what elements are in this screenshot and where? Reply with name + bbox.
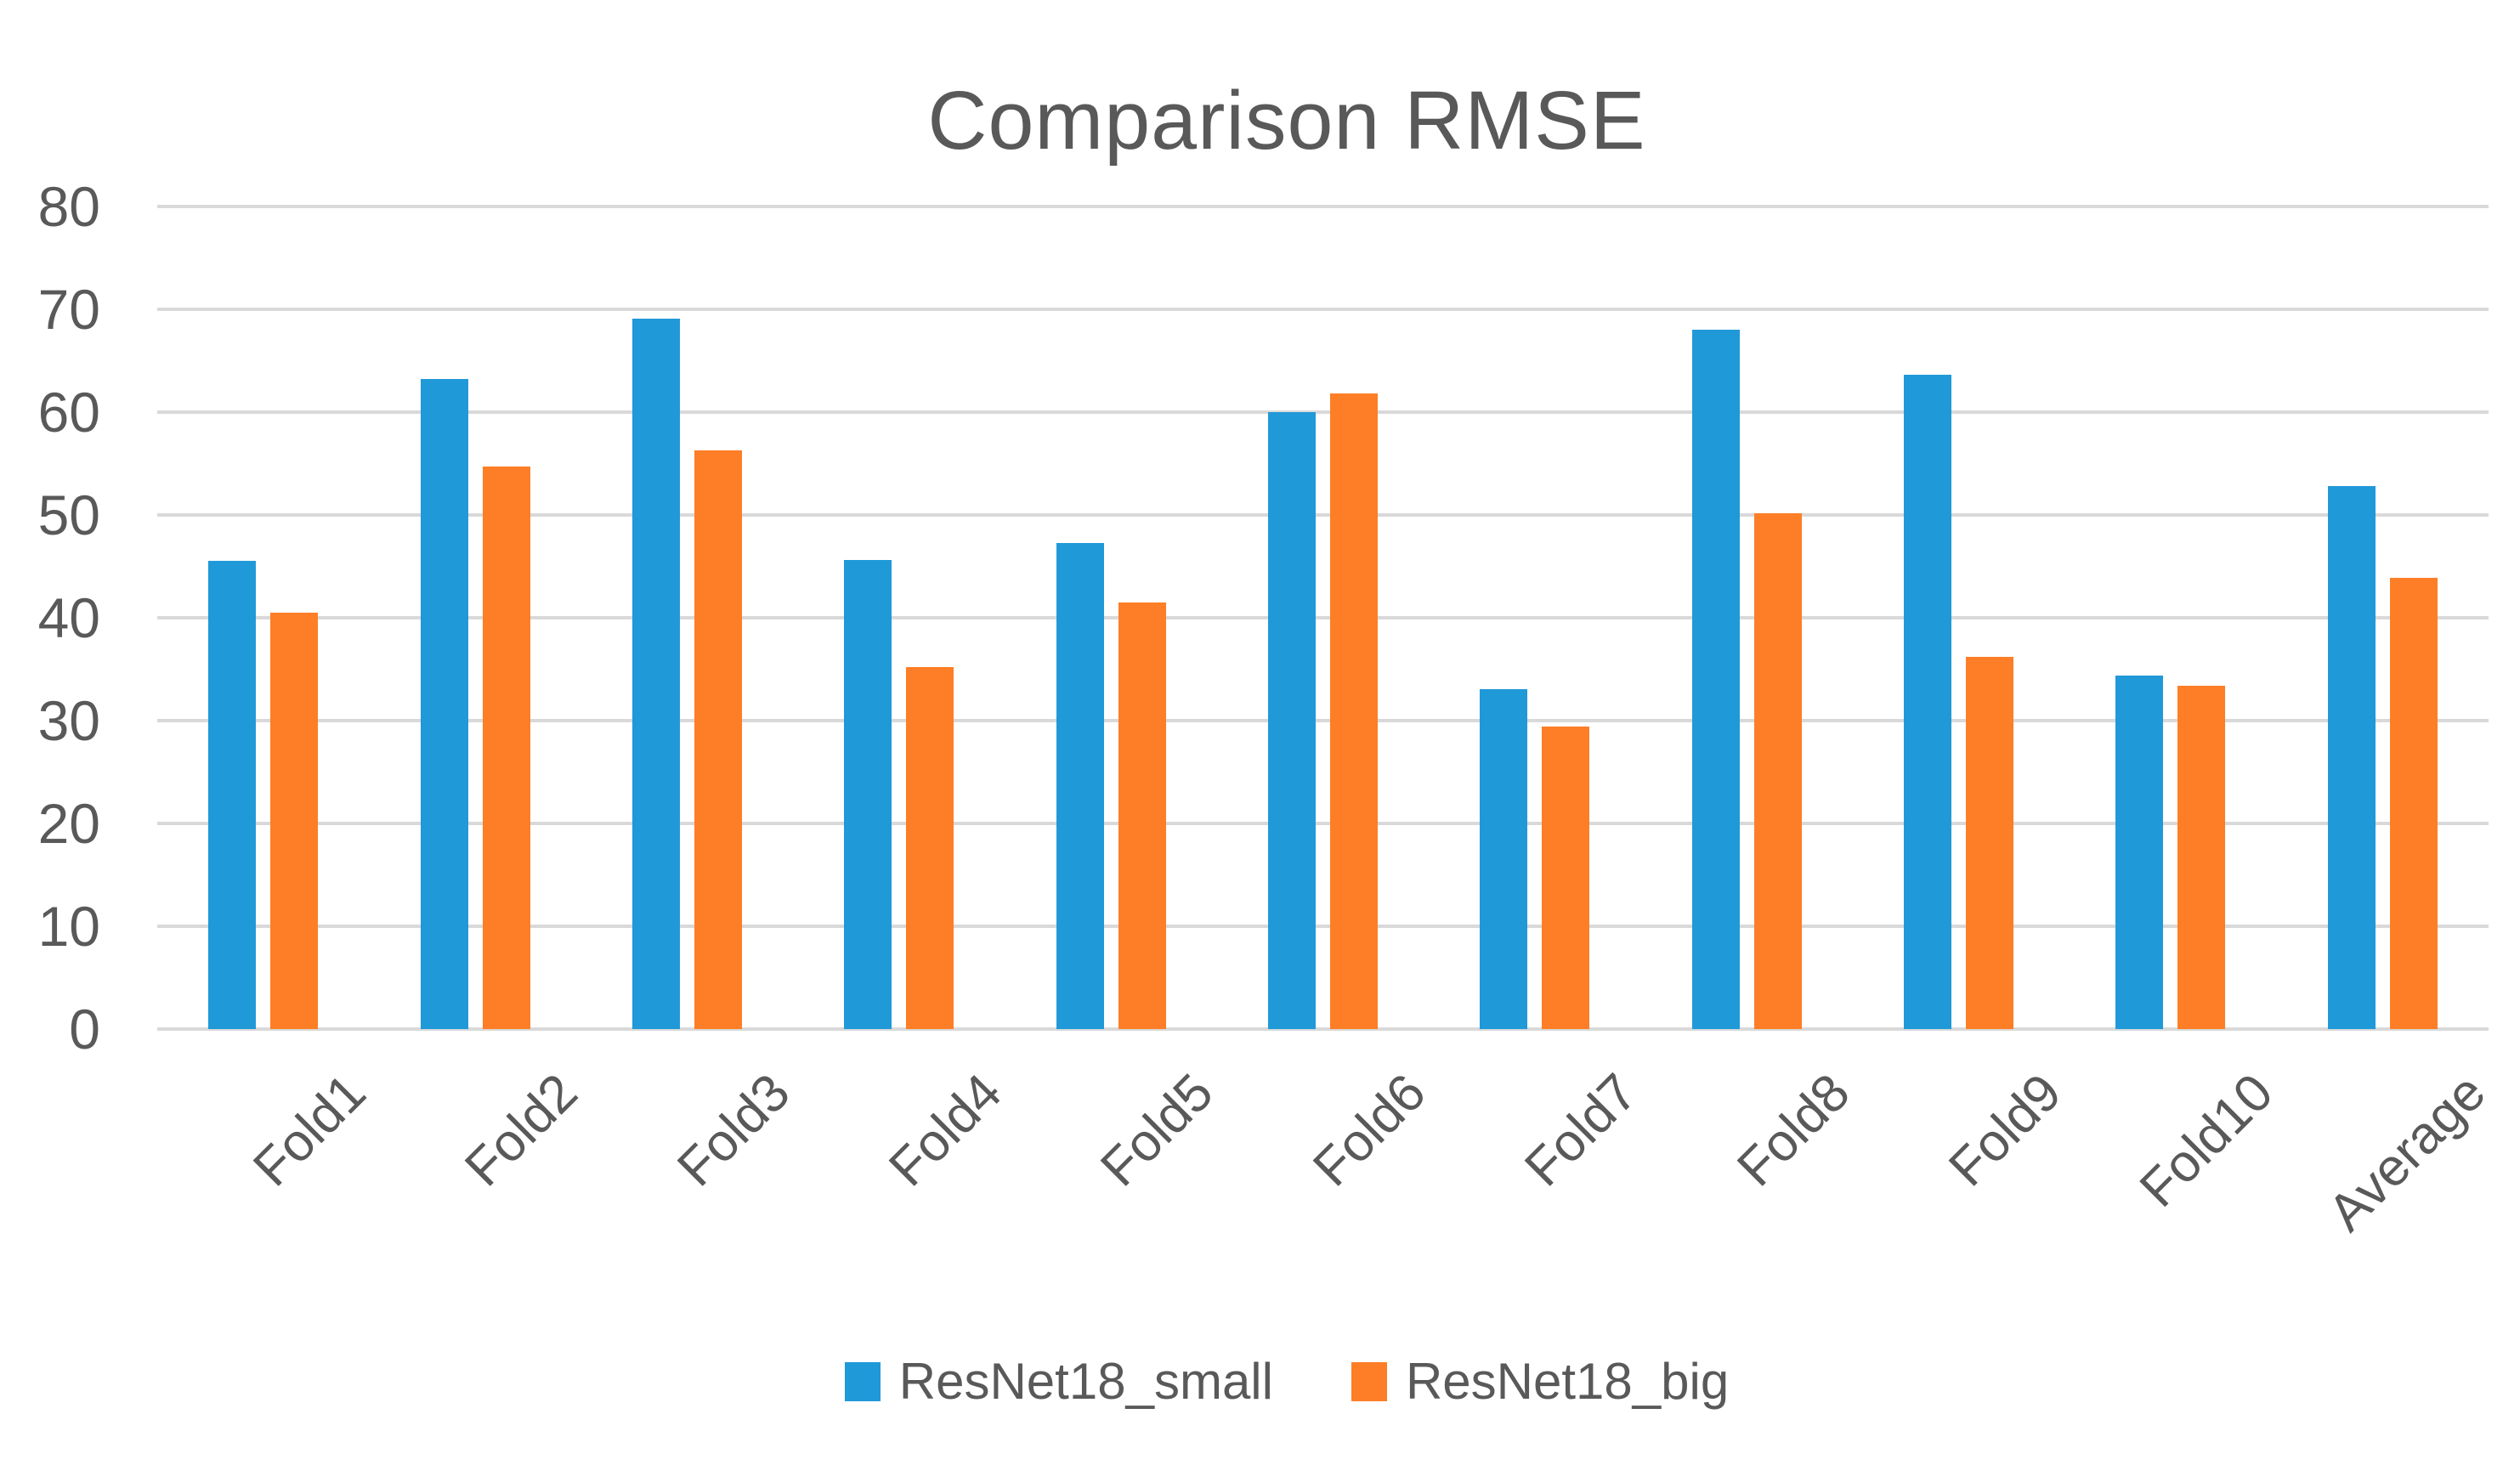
bar-ResNet18_big-Fold2 [482,467,530,1029]
bar-ResNet18_big-Average [2389,577,2438,1029]
bar-ResNet18_small-Fold10 [2115,675,2164,1029]
y-axis-tick-label: 70 [37,278,100,341]
gridline [157,1027,2489,1031]
legend-label: ResNet18_small [898,1353,1273,1410]
gridline [157,205,2489,208]
gridline [157,513,2489,517]
y-axis-tick-label: 60 [37,381,100,444]
chart-title: Comparison RMSE [927,73,1646,167]
y-axis-tick-label: 30 [37,689,100,752]
bar-ResNet18_small-Fold3 [631,318,680,1029]
y-axis-tick-label: 40 [37,586,100,649]
y-axis-tick-label: 80 [37,175,100,238]
bar-ResNet18_small-Fold2 [420,379,468,1029]
legend: ResNet18_small ResNet18_big [85,1355,2489,1409]
bar-ResNet18_small-Fold5 [1056,542,1104,1029]
bar-ResNet18_big-Fold3 [694,450,742,1029]
y-axis-tick-label: 20 [37,792,100,855]
gridline [157,719,2489,722]
gridline [157,410,2489,414]
legend-item-ResNet18_big: ResNet18_big [1351,1355,1729,1409]
bar-ResNet18_small-Fold1 [208,561,257,1029]
bar-ResNet18_big-Fold10 [2177,685,2226,1029]
legend-color-swatch [844,1362,881,1401]
bar-ResNet18_big-Fold8 [1753,512,1802,1029]
bar-ResNet18_big-Fold1 [270,612,319,1029]
legend-label: ResNet18_big [1405,1353,1730,1410]
bar-ResNet18_big-Fold4 [906,667,954,1029]
gridline [157,925,2489,928]
y-axis-tick-label: 0 [69,998,100,1061]
bar-ResNet18_small-Fold6 [1268,412,1316,1029]
legend-item-ResNet18_small: ResNet18_small [844,1353,1273,1410]
bar-ResNet18_small-Fold7 [1480,688,1528,1029]
bar-ResNet18_small-Average [2327,486,2376,1029]
y-axis-tick-label: 50 [37,484,100,546]
legend-color-swatch [1351,1362,1387,1401]
bar-ResNet18_small-Fold4 [844,560,892,1029]
gridline [157,822,2489,825]
plot-area: 0 10 20 30 40 50 60 70 80 Fold1 Fold2 Fold3 Fold4 Fol… [38,178,2497,1242]
gridline [157,308,2489,311]
bar-ResNet18_big-Fold5 [1118,602,1166,1029]
y-axis-tick-label: 10 [37,895,100,958]
gridline [157,616,2489,619]
bar-ResNet18_big-Fold7 [1542,727,1590,1029]
bar-ResNet18_big-Fold9 [1966,656,2014,1029]
bar-chart: { "chart_data": { "type": "bar", "title"… [37,73,2497,1409]
bar-ResNet18_big-Fold6 [1330,393,1378,1029]
bar-ResNet18_small-Fold9 [1904,375,1952,1029]
bar-ResNet18_small-Fold8 [1691,330,1740,1029]
